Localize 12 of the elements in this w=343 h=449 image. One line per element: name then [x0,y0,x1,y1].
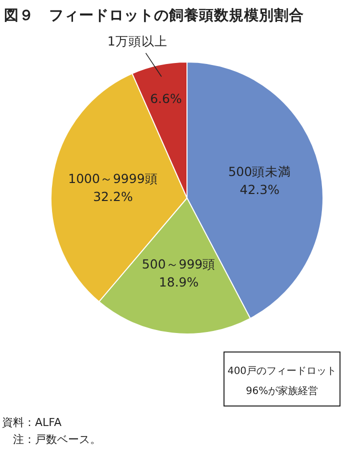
slice-label: 500頭未満 [228,164,292,180]
data-label: 42.3% [240,182,280,198]
slice-label: 1000～9999頭 [68,171,158,186]
data-label: 18.9% [158,274,199,290]
slice-label: 500～999頭 [142,256,216,272]
data-label: 6.6% [150,91,182,106]
text: 注：戸数ベース。 [2,433,101,446]
data-label: 32.2% [93,189,133,204]
chart-title: 図９ フィードロットの飼養頭数規模別割合 [4,7,304,24]
text: 400戸のフィードロット 96%が家族経営 [227,366,337,397]
text: 資料：ALFA [2,416,62,429]
slice-label: 1万頭以上 [107,33,168,48]
